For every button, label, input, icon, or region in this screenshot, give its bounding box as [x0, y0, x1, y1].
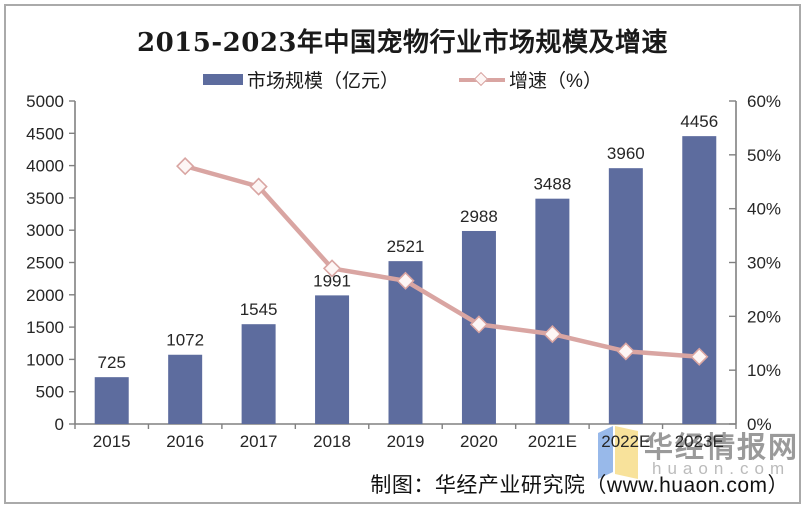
- x-category-label-2023E: 2023E: [675, 432, 724, 451]
- bar-label-2020: 2988: [460, 207, 498, 226]
- bar-label-2017: 1545: [240, 300, 278, 319]
- right-axis-label: 0%: [747, 415, 772, 434]
- left-axis-label: 4500: [26, 124, 64, 143]
- bar-label-2023E: 4456: [680, 112, 718, 131]
- growth-marker-diamond-icon: [396, 271, 415, 290]
- right-axis-label: 50%: [747, 146, 781, 165]
- growth-marker-diamond-icon: [249, 177, 268, 196]
- bar-2016: [168, 354, 203, 424]
- right-axis-label: 20%: [747, 307, 781, 326]
- watermark-logo-icon: [598, 426, 638, 479]
- left-axis-label: 3500: [26, 189, 64, 208]
- chart-title: 2015-2023年中国宠物行业市场规模及增速: [136, 28, 669, 58]
- growth-marker-diamond-icon: [469, 315, 489, 334]
- legend-item-growth: 增速（%）: [459, 66, 602, 93]
- left-axis-label: 5000: [26, 92, 64, 111]
- x-category-label-2018: 2018: [313, 432, 351, 451]
- legend: 市场规模（亿元） 增速（%）: [0, 66, 805, 93]
- bar-2018: [315, 295, 350, 424]
- bar-label-2019: 2521: [387, 237, 425, 256]
- right-axis-label: 30%: [747, 254, 781, 273]
- bar-2015: [94, 377, 129, 424]
- legend-label-growth: 增速（%）: [509, 71, 602, 92]
- watermark-domain-text: huaon.com: [652, 459, 791, 478]
- legend-label-market-size: 市场规模（亿元）: [247, 71, 400, 92]
- growth-line: [182, 163, 702, 359]
- growth-marker-diamond-icon: [322, 259, 342, 278]
- bar-label-2021E: 3488: [533, 175, 571, 194]
- x-category-label-2016: 2016: [166, 432, 204, 451]
- x-category-label-2020: 2020: [460, 432, 498, 451]
- right-axis-label: 60%: [747, 92, 781, 111]
- x-category-label-2021E: 2021E: [528, 432, 577, 451]
- x-category-label-2019: 2019: [387, 432, 425, 451]
- x-category-label-2017: 2017: [240, 432, 278, 451]
- bar-label-2016: 1072: [166, 331, 204, 350]
- bar-swatch-icon: [203, 74, 244, 85]
- bar-label-2022E: 3960: [607, 144, 645, 163]
- bar-2023E: [682, 136, 717, 424]
- growth-marker-diamond-icon: [176, 157, 195, 176]
- bar-label-2015: 725: [98, 353, 126, 372]
- source-caption: 制图：华经产业研究院（www.huaon.com）: [370, 474, 789, 497]
- left-axis-label: 4000: [26, 157, 64, 176]
- left-axis-label: 2500: [26, 254, 64, 273]
- bar-2022E: [608, 168, 643, 424]
- watermark-logo-blue-shape: [598, 426, 613, 479]
- x-category-label-2015: 2015: [93, 432, 131, 451]
- left-axis-label: 500: [36, 383, 64, 402]
- left-axis-label: 1500: [26, 318, 64, 337]
- right-axis-label: 40%: [747, 200, 781, 219]
- bar-label-2018: 1991: [313, 271, 351, 290]
- watermark-logo-yellow-shape: [615, 426, 638, 479]
- watermark-brand-text: 华经情报网: [644, 432, 800, 464]
- left-axis-label: 2000: [26, 286, 64, 305]
- right-axis-label: 10%: [747, 361, 781, 380]
- growth-marker-diamond-icon: [543, 324, 562, 344]
- bar-2021E: [535, 198, 570, 424]
- growth-marker-diamond-icon: [616, 342, 635, 361]
- legend-item-market-size: 市场规模（亿元）: [203, 66, 399, 93]
- line-diamond-swatch-icon: [459, 71, 506, 86]
- x-category-label-2022E: 2022E: [601, 432, 650, 451]
- bar-2017: [241, 324, 276, 424]
- growth-marker-diamond-icon: [690, 347, 709, 366]
- left-axis-label: 3000: [26, 221, 64, 240]
- left-axis-label: 0: [55, 415, 64, 434]
- left-axis-label: 1000: [26, 350, 64, 369]
